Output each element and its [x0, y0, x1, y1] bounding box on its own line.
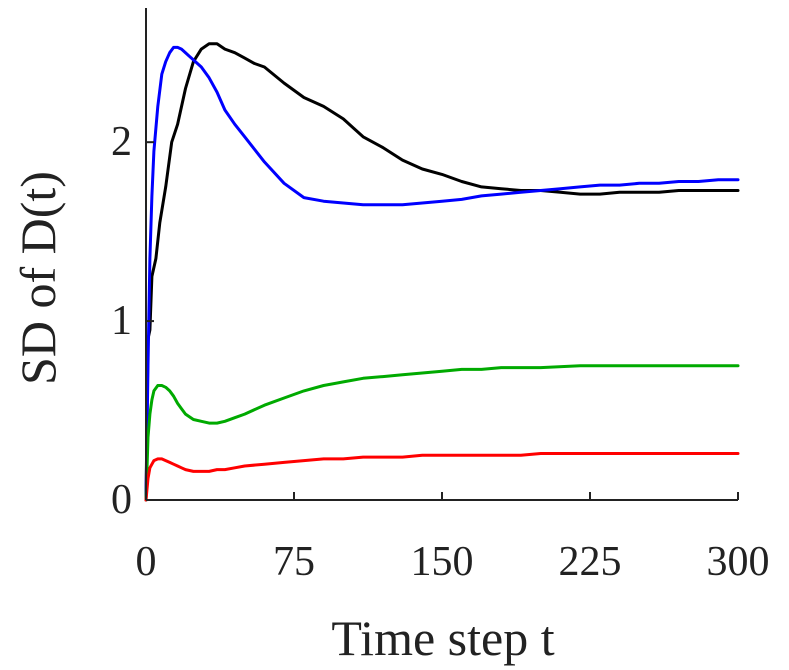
y-axis-label: SD of D(t) [10, 171, 66, 385]
x-tick-label-1: 75 [273, 539, 315, 585]
x-tick-label-2: 150 [411, 539, 474, 585]
x-tick-label-0: 0 [136, 539, 157, 585]
y-tick-label-1: 1 [111, 298, 132, 344]
x-tick-label-4: 300 [707, 539, 770, 585]
series-line-1 [144, 42, 740, 502]
y-tick-label-0: 0 [111, 477, 132, 523]
x-tick-label-3: 225 [559, 539, 622, 585]
y-tick-label-2: 2 [111, 119, 132, 165]
series-line-3 [144, 364, 740, 502]
x-axis-label: Time step t [331, 610, 554, 666]
series-line-4 [144, 452, 740, 502]
axes-layer: 0 75 150 225 300 0 1 2 [111, 8, 770, 585]
series-layer [144, 42, 740, 502]
series-line-2 [144, 45, 740, 502]
